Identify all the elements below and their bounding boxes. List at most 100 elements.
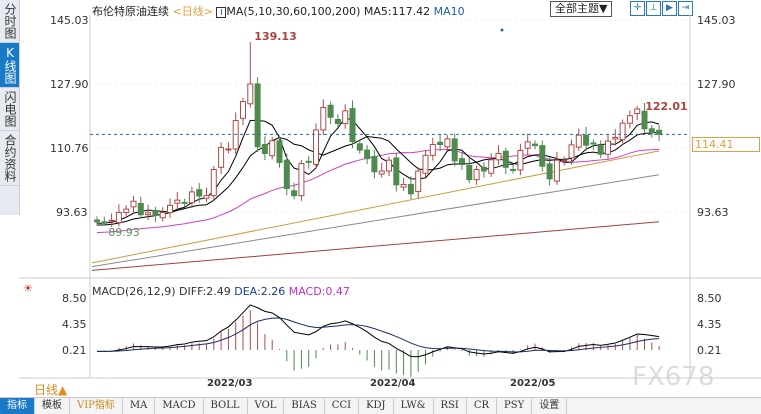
toolbar-lw[interactable]: LW& — [394, 398, 434, 414]
price-tick: 145.03 — [50, 14, 89, 27]
crosshair-icon[interactable]: ✛ — [630, 1, 645, 16]
candle-body — [320, 107, 327, 131]
candle-body — [305, 160, 312, 163]
instrument-name: 布伦特原油连续 — [92, 5, 169, 18]
candle-body — [356, 143, 363, 151]
candle-body — [101, 221, 108, 224]
tab-flash[interactable]: 闪电图 — [0, 88, 19, 131]
toolbar-settings[interactable]: 设置 — [532, 398, 568, 414]
macd-tick-right: 0.21 — [697, 344, 722, 357]
candle-body — [261, 143, 268, 154]
macd-name: MACD(26,12,9) — [92, 285, 176, 298]
zoom-in-icon[interactable]: ⊥ — [646, 1, 661, 16]
candle-body — [152, 210, 159, 216]
macd-tick: 8.50 — [62, 292, 87, 305]
toolbar-macd[interactable]: MACD — [155, 398, 204, 414]
candle-body — [568, 144, 575, 159]
ma-chart-icon[interactable]: ⌇ — [216, 7, 227, 18]
ma10-value: MA10 — [433, 5, 465, 18]
price-tick: 127.90 — [50, 78, 89, 91]
candle-body — [298, 163, 305, 197]
ma-label: MA(5,10,30,60,100,200) — [226, 5, 361, 18]
candle-body — [488, 159, 495, 174]
candle-body — [203, 195, 210, 199]
candle-body — [473, 169, 480, 181]
ma5-value: MA5:117.42 — [363, 5, 431, 18]
candle-body — [247, 83, 254, 105]
candle-body — [94, 219, 100, 223]
chart-canvas[interactable]: 139.13 89.93 122.01 — [0, 0, 761, 397]
candle-body — [276, 140, 283, 163]
ma10-line — [96, 131, 660, 226]
period-button[interactable]: 日线▲ — [34, 383, 68, 397]
toolbar-template[interactable]: 模板 — [35, 398, 70, 414]
price-tick: 93.63 — [56, 206, 88, 219]
tab-kline[interactable]: K线图 — [0, 43, 19, 88]
candle-body — [313, 129, 319, 165]
candle-body — [225, 148, 232, 151]
candle-body — [283, 159, 290, 190]
macd-tick-right: 4.35 — [697, 318, 722, 331]
play-icon[interactable]: ▶ — [662, 1, 677, 16]
candle-body — [546, 163, 553, 180]
period-label[interactable]: <日线> — [172, 5, 213, 18]
macd-dea: DEA:2.26 — [234, 285, 286, 298]
candle-body — [451, 138, 458, 162]
candle-body — [130, 200, 137, 208]
candle-body — [188, 191, 195, 204]
candle-body — [459, 158, 465, 164]
toolbar-cr[interactable]: CR — [467, 398, 498, 414]
macd-diff: DIFF:2.49 — [179, 285, 231, 298]
date-label: 2022/04 — [370, 378, 416, 389]
high-label: 139.13 — [254, 30, 296, 43]
theme-select[interactable]: 全部主题▼ — [550, 1, 613, 17]
candle-body — [590, 142, 597, 145]
toolbar-bias[interactable]: BIAS — [284, 398, 325, 414]
candle-body — [218, 146, 225, 168]
candle-body — [181, 201, 188, 204]
candle-body — [532, 143, 538, 147]
candle-body — [407, 183, 414, 195]
toolbar-indicators[interactable]: 指标 — [0, 398, 35, 414]
candle-body — [517, 149, 524, 171]
ma5-line — [96, 117, 660, 224]
candle-body — [115, 211, 122, 224]
macd-tick: 4.35 — [62, 318, 87, 331]
toolbar-boll[interactable]: BOLL — [204, 398, 248, 414]
candle-body — [393, 157, 400, 186]
toolbar-kdj[interactable]: KDJ — [359, 398, 394, 414]
toolbar-cci[interactable]: CCI — [325, 398, 360, 414]
candle-body — [561, 159, 568, 162]
jump-end-icon[interactable]: ⇥ — [678, 1, 693, 16]
candle-body — [553, 159, 560, 182]
candle-body — [210, 169, 217, 197]
macd-tick-right: 8.50 — [697, 292, 722, 305]
candle-body — [575, 134, 582, 148]
candle-body — [123, 208, 130, 213]
toolbar-vol[interactable]: VOL — [248, 398, 285, 414]
settings-sun-icon[interactable]: ☀ — [23, 282, 33, 295]
macd-tick: 0.21 — [62, 344, 87, 357]
candle-body — [648, 128, 655, 134]
ma200-line — [91, 221, 660, 271]
marker-dot — [500, 28, 504, 32]
candle-body — [429, 143, 436, 156]
toolbar-vip[interactable]: VIP指标 — [70, 398, 123, 414]
price-tick-right: 127.90 — [697, 78, 736, 91]
candle-body — [634, 108, 641, 114]
toolbar-rsi[interactable]: RSI — [434, 398, 467, 414]
candle-body — [159, 211, 166, 219]
toolbar-psy[interactable]: PSY — [497, 398, 533, 414]
candle-body — [444, 138, 451, 148]
tab-contract-info[interactable]: 合约资料 — [0, 131, 19, 186]
candle-body — [386, 159, 392, 172]
candle-body — [480, 166, 487, 172]
date-label: 2022/05 — [510, 378, 556, 389]
indicator-toolbar: 指标 模板 VIP指标 MA MACD BOLL VOL BIAS CCI KD… — [0, 397, 761, 414]
candle-body — [167, 204, 173, 213]
tab-timeshare[interactable]: 分时图 — [0, 0, 19, 43]
diff-line — [96, 304, 660, 358]
candle-body — [466, 164, 473, 181]
toolbar-ma[interactable]: MA — [123, 398, 156, 414]
ma100-line — [91, 174, 660, 268]
